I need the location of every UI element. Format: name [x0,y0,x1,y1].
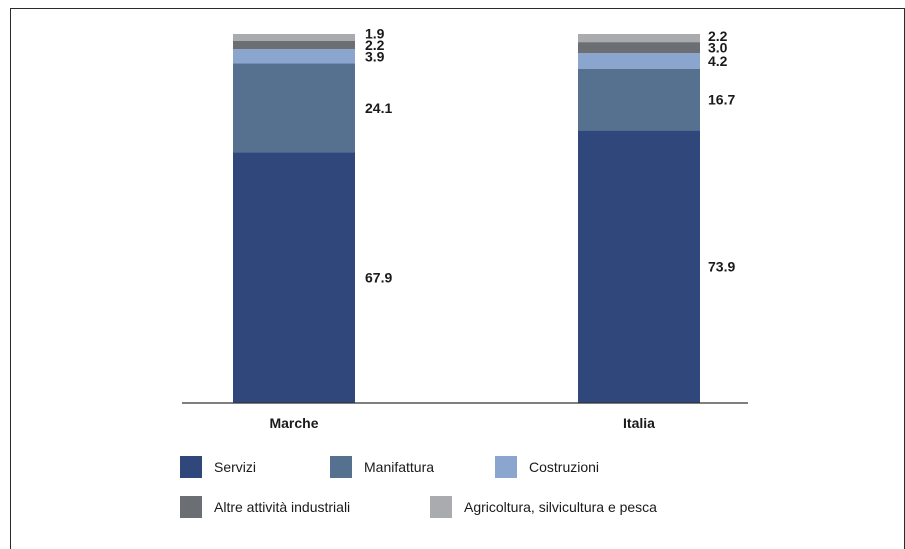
legend-swatch [180,456,202,478]
bar-segment-marche-3 [233,41,355,50]
legend-label: Costruzioni [529,459,600,475]
value-label-marche-2: 3.9 [365,48,385,64]
category-label-marche: Marche [269,415,318,431]
stacked-bar-chart: 67.924.13.92.21.973.916.74.23.02.2 March… [182,25,748,431]
value-label-italia-2: 4.2 [708,53,728,69]
legend-item-4: Agricoltura, silvicultura e pesca [430,496,657,518]
legend-item-1: Manifattura [330,456,434,478]
legend-item-0: Servizi [180,456,256,478]
value-label-marche-0: 67.9 [365,270,392,286]
bar-segment-marche-1 [233,63,355,153]
legend-item-2: Costruzioni [495,456,599,478]
legend-label: Servizi [214,459,257,475]
value-label-italia-4: 2.2 [708,28,728,44]
value-labels-group: 67.924.13.92.21.973.916.74.23.02.2 [365,25,735,285]
value-label-marche-3: 2.2 [365,37,385,53]
bar-segment-italia-2 [578,53,700,69]
bar-segment-italia-0 [578,130,700,403]
legend-label: Altre attività industriali [214,499,351,515]
value-label-marche-4: 1.9 [365,25,385,41]
legend-swatch [495,456,517,478]
bar-segment-italia-1 [578,68,700,131]
bars-group [233,34,700,403]
bar-segment-italia-3 [578,42,700,54]
bar-segment-marche-4 [233,34,355,42]
value-label-marche-1: 24.1 [365,100,392,116]
category-labels-group: Marche Italia [269,415,655,431]
legend-swatch [430,496,452,518]
bar-segment-italia-4 [578,34,700,43]
value-label-italia-0: 73.9 [708,259,735,275]
legend-swatch [180,496,202,518]
bar-segment-marche-0 [233,152,355,403]
legend-item-3: Altre attività industriali [180,496,350,518]
legend-label: Manifattura [364,459,435,475]
legend-label: Agricoltura, silvicultura e pesca [464,499,657,515]
value-label-italia-1: 16.7 [708,91,735,107]
value-label-italia-3: 3.0 [708,40,728,56]
legend-swatch [330,456,352,478]
bar-segment-marche-2 [233,49,355,64]
category-label-italia: Italia [623,415,655,431]
